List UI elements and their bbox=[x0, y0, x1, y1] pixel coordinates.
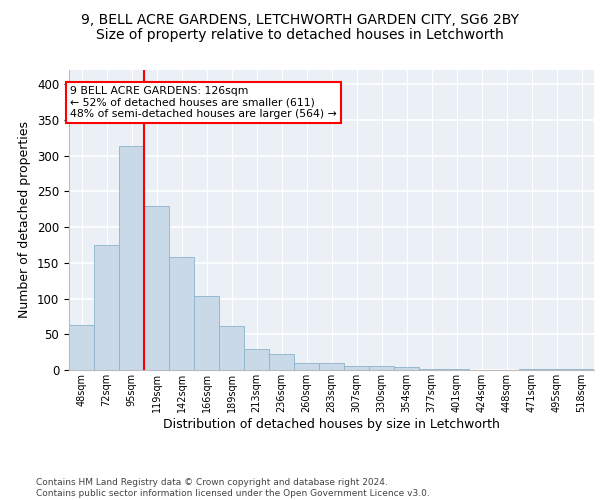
Bar bbox=[344, 366, 369, 370]
Text: Size of property relative to detached houses in Letchworth: Size of property relative to detached ho… bbox=[96, 28, 504, 42]
Bar bbox=[419, 368, 444, 370]
Bar bbox=[169, 257, 194, 370]
Bar bbox=[244, 350, 269, 370]
Text: 9, BELL ACRE GARDENS, LETCHWORTH GARDEN CITY, SG6 2BY: 9, BELL ACRE GARDENS, LETCHWORTH GARDEN … bbox=[81, 12, 519, 26]
Bar bbox=[144, 206, 169, 370]
Bar bbox=[194, 296, 219, 370]
Text: 9 BELL ACRE GARDENS: 126sqm
← 52% of detached houses are smaller (611)
48% of se: 9 BELL ACRE GARDENS: 126sqm ← 52% of det… bbox=[70, 86, 337, 119]
Bar bbox=[569, 368, 594, 370]
Text: Contains HM Land Registry data © Crown copyright and database right 2024.
Contai: Contains HM Land Registry data © Crown c… bbox=[36, 478, 430, 498]
Bar bbox=[269, 354, 294, 370]
Bar bbox=[369, 366, 394, 370]
X-axis label: Distribution of detached houses by size in Letchworth: Distribution of detached houses by size … bbox=[163, 418, 500, 430]
Bar bbox=[519, 368, 544, 370]
Bar bbox=[219, 326, 244, 370]
Bar bbox=[119, 146, 144, 370]
Bar bbox=[294, 363, 319, 370]
Bar bbox=[394, 367, 419, 370]
Y-axis label: Number of detached properties: Number of detached properties bbox=[19, 122, 31, 318]
Bar bbox=[319, 363, 344, 370]
Bar bbox=[94, 245, 119, 370]
Bar bbox=[69, 325, 94, 370]
